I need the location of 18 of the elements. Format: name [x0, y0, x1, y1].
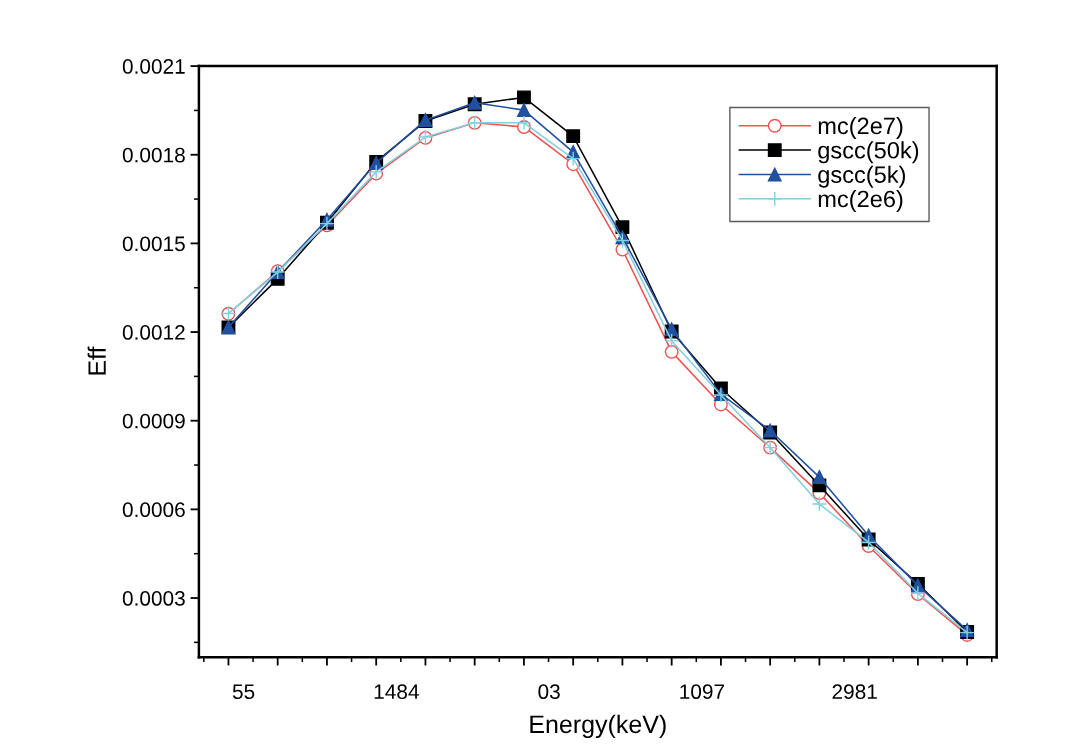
- x-axis-title: Energy(keV): [530, 714, 666, 739]
- legend-label: mc(2e7): [818, 116, 903, 139]
- y-tick-label: 0.0015: [122, 236, 185, 252]
- legend-label: mc(2e6): [818, 190, 903, 212]
- y-tick-label: 0.0012: [122, 325, 185, 340]
- y-tick-label: 0.0006: [122, 502, 185, 518]
- y-tick-label: 0.0021: [122, 59, 185, 74]
- y-tick-label: 0.0018: [122, 147, 185, 163]
- text: 55: [232, 684, 255, 700]
- y-tick-label: 0.0009: [122, 413, 185, 429]
- text: 1097: [680, 684, 725, 700]
- y-axis-title: Eff: [87, 346, 106, 375]
- legend-label: gscc(5k): [818, 165, 905, 188]
- text: 2981: [832, 684, 877, 700]
- text: 1484: [374, 684, 419, 700]
- legend-label: gscc(50k): [818, 141, 919, 164]
- y-tick-label: 0.0003: [122, 591, 185, 606]
- text: 03: [538, 684, 560, 700]
